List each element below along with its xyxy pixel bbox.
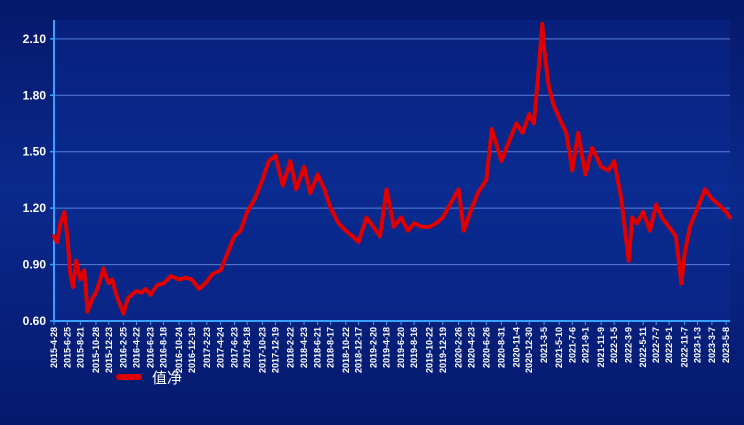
y-tick-label: 1.20	[23, 201, 47, 215]
x-tick-label: 2023-1-3	[692, 327, 702, 363]
x-tick-label: 2015-12-23	[104, 327, 114, 373]
x-tick-label: 2022-5-11	[638, 327, 648, 368]
x-tick-label: 2016-12-19	[187, 327, 197, 373]
plot-background	[54, 20, 730, 321]
x-tick-label: 2018-10-22	[341, 327, 351, 373]
x-tick-label: 2023-5-8	[721, 327, 731, 363]
legend-swatch	[116, 374, 142, 380]
x-tick-label: 2018-6-21	[313, 327, 323, 368]
x-tick-label: 2022-1-5	[609, 327, 619, 363]
x-tick-label: 2019-4-18	[382, 327, 392, 368]
x-tick-label: 2016-2-25	[119, 327, 129, 368]
x-tick-label: 2020-11-4	[511, 327, 521, 368]
x-tick-label: 2019-8-16	[409, 327, 419, 368]
x-tick-label: 2019-6-20	[396, 327, 406, 368]
x-tick-label: 2021-3-5	[539, 327, 549, 363]
x-tick-label: 2015-10-28	[91, 327, 101, 373]
x-tick-label: 2018-8-17	[326, 327, 336, 368]
x-tick-label: 2019-12-19	[438, 327, 448, 373]
x-tick-label: 2020-4-23	[467, 327, 477, 368]
legend: 值净	[116, 366, 182, 388]
x-tick-label: 2017-8-18	[242, 327, 252, 368]
y-tick-label: 2.10	[23, 32, 47, 46]
x-tick-label: 2019-2-20	[369, 327, 379, 368]
x-tick-label: 2015-8-21	[75, 327, 85, 368]
y-tick-label: 0.60	[23, 314, 47, 328]
x-tick-label: 2020-12-30	[524, 327, 534, 373]
x-tick-label: 2016-10-24	[174, 327, 184, 373]
x-tick-label: 2018-12-17	[354, 327, 364, 373]
x-tick-label: 2017-10-23	[257, 327, 267, 373]
x-tick-label: 2016-6-23	[146, 327, 156, 368]
x-tick-label: 2019-10-22	[425, 327, 435, 373]
x-tick-label: 2022-11-7	[679, 327, 689, 368]
y-tick-label: 1.50	[23, 145, 47, 159]
x-tick-label: 2017-12-19	[270, 327, 280, 373]
x-tick-label: 2015-6-25	[62, 327, 72, 368]
x-tick-label: 2015-4-28	[49, 327, 59, 368]
x-tick-label: 2021-5-10	[554, 327, 564, 368]
legend-label: 值净	[152, 368, 183, 387]
x-tick-label: 2018-4-23	[299, 327, 309, 368]
x-tick-label: 2021-11-9	[596, 327, 606, 368]
x-tick-label: 2020-6-26	[481, 327, 491, 368]
x-tick-label: 2022-7-7	[651, 327, 661, 363]
x-tick-label: 2021-9-1	[580, 327, 590, 363]
x-tick-label: 2020-2-26	[454, 327, 464, 368]
x-tick-label: 2017-6-23	[229, 327, 239, 368]
x-tick-label: 2021-7-6	[567, 327, 577, 363]
x-tick-label: 2017-2-23	[202, 327, 212, 368]
x-tick-label: 2022-3-9	[624, 327, 634, 363]
series-line-nav	[52, 21, 732, 316]
y-tick-label: 0.90	[23, 258, 47, 272]
x-tick-label: 2020-8-31	[497, 327, 507, 368]
x-tick-label: 2016-8-18	[159, 327, 169, 368]
x-tick-label: 2016-4-22	[132, 327, 142, 368]
y-tick-label: 1.80	[23, 88, 47, 102]
x-tick-label: 2017-4-24	[216, 327, 226, 368]
x-tick-label: 2022-9-1	[664, 327, 674, 363]
x-tick-label: 2023-3-7	[707, 327, 717, 363]
x-tick-label: 2018-2-22	[285, 327, 295, 368]
